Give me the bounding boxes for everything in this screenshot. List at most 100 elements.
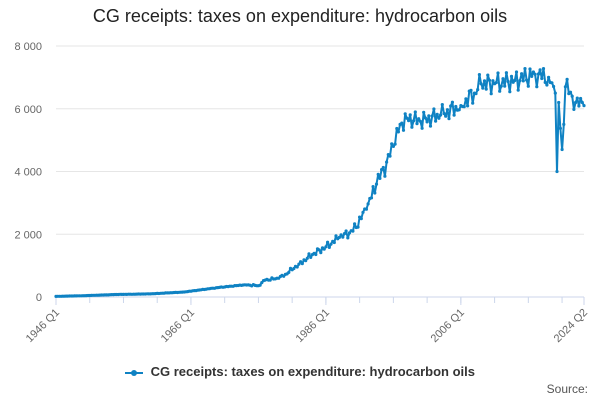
data-point: [314, 252, 318, 257]
data-point: [484, 87, 488, 91]
data-point: [427, 114, 431, 118]
data-point: [508, 90, 512, 94]
data-point: [462, 105, 466, 109]
data-point: [520, 72, 524, 76]
data-point: [572, 107, 576, 111]
data-point: [341, 235, 345, 239]
y-tick-label: 2 000: [14, 229, 42, 241]
data-point: [309, 255, 313, 259]
data-point: [445, 108, 449, 112]
data-point: [562, 122, 566, 126]
data-point: [545, 83, 549, 87]
data-point: [332, 240, 336, 245]
data-point: [439, 113, 443, 117]
data-point: [422, 110, 426, 114]
data-point: [305, 256, 309, 260]
data-point: [393, 142, 397, 146]
data-point: [401, 128, 406, 132]
data-point: [444, 114, 448, 118]
data-point: [373, 191, 377, 195]
data-point: [371, 185, 375, 189]
data-point: [361, 210, 365, 214]
data-point: [469, 88, 473, 92]
data-point: [457, 108, 461, 112]
data-point: [477, 73, 481, 77]
data-point: [418, 119, 422, 123]
data-point: [378, 176, 382, 180]
data-point: [526, 84, 530, 88]
data-point: [407, 119, 411, 123]
data-point: [482, 79, 487, 83]
data-point: [405, 116, 409, 120]
data-point: [268, 278, 272, 282]
data-point: [450, 100, 454, 104]
data-point: [258, 283, 262, 287]
y-tick-label: 4 000: [14, 167, 42, 179]
data-point: [334, 234, 338, 238]
data-point: [464, 97, 468, 101]
data-point: [452, 113, 456, 117]
x-tick-label: 2024 Q2: [552, 307, 590, 345]
data-point: [423, 116, 427, 120]
data-point: [329, 242, 333, 246]
data-point: [498, 89, 502, 93]
data-point: [295, 265, 299, 269]
data-point: [400, 121, 404, 125]
data-point: [575, 96, 579, 100]
data-point: [351, 229, 355, 233]
data-point: [536, 72, 541, 76]
data-point: [565, 77, 569, 81]
data-point: [489, 92, 493, 96]
data-point: [550, 81, 554, 85]
x-tick-label: 1966 Q1: [159, 307, 197, 345]
data-point: [428, 124, 433, 128]
data-point: [582, 104, 586, 108]
data-point: [516, 88, 520, 92]
data-point: [413, 110, 417, 114]
data-point: [408, 113, 412, 117]
legend-swatch: [125, 367, 143, 379]
data-point: [496, 71, 500, 75]
data-point: [538, 68, 542, 72]
x-tick-label: 1946 Q1: [24, 307, 62, 345]
data-point: [390, 142, 394, 146]
data-point: [521, 79, 525, 83]
data-point: [317, 248, 321, 252]
y-tick-label: 6 000: [14, 104, 42, 116]
data-point: [396, 130, 400, 134]
data-point: [528, 67, 532, 71]
x-tick-label: 1986 Q1: [294, 307, 332, 345]
data-point: [514, 70, 519, 74]
data-point: [454, 104, 458, 109]
data-point: [533, 72, 537, 76]
data-point: [568, 90, 573, 94]
data-point: [558, 126, 563, 130]
data-point: [563, 85, 568, 89]
data-point: [304, 259, 308, 263]
data-point: [447, 117, 451, 121]
y-tick-label: 8 000: [14, 41, 42, 53]
legend[interactable]: CG receipts: taxes on expenditure: hydro…: [0, 364, 600, 379]
data-point: [530, 74, 534, 78]
data-point: [432, 107, 436, 111]
data-point: [359, 217, 363, 221]
data-point: [509, 74, 514, 78]
data-point: [327, 245, 331, 249]
data-point: [577, 104, 581, 108]
data-point: [570, 94, 574, 98]
data-point: [356, 225, 360, 229]
data-point: [326, 240, 330, 244]
data-point: [543, 80, 547, 84]
data-point: [481, 86, 485, 90]
data-point: [491, 79, 495, 83]
data-point: [579, 96, 583, 101]
data-point: [410, 125, 414, 129]
data-point: [364, 207, 368, 211]
data-point: [580, 100, 584, 105]
data-point: [344, 229, 348, 233]
data-point: [486, 73, 490, 77]
data-point: [518, 79, 522, 83]
data-point: [376, 172, 380, 176]
data-point: [434, 119, 438, 123]
data-point: [557, 100, 561, 105]
